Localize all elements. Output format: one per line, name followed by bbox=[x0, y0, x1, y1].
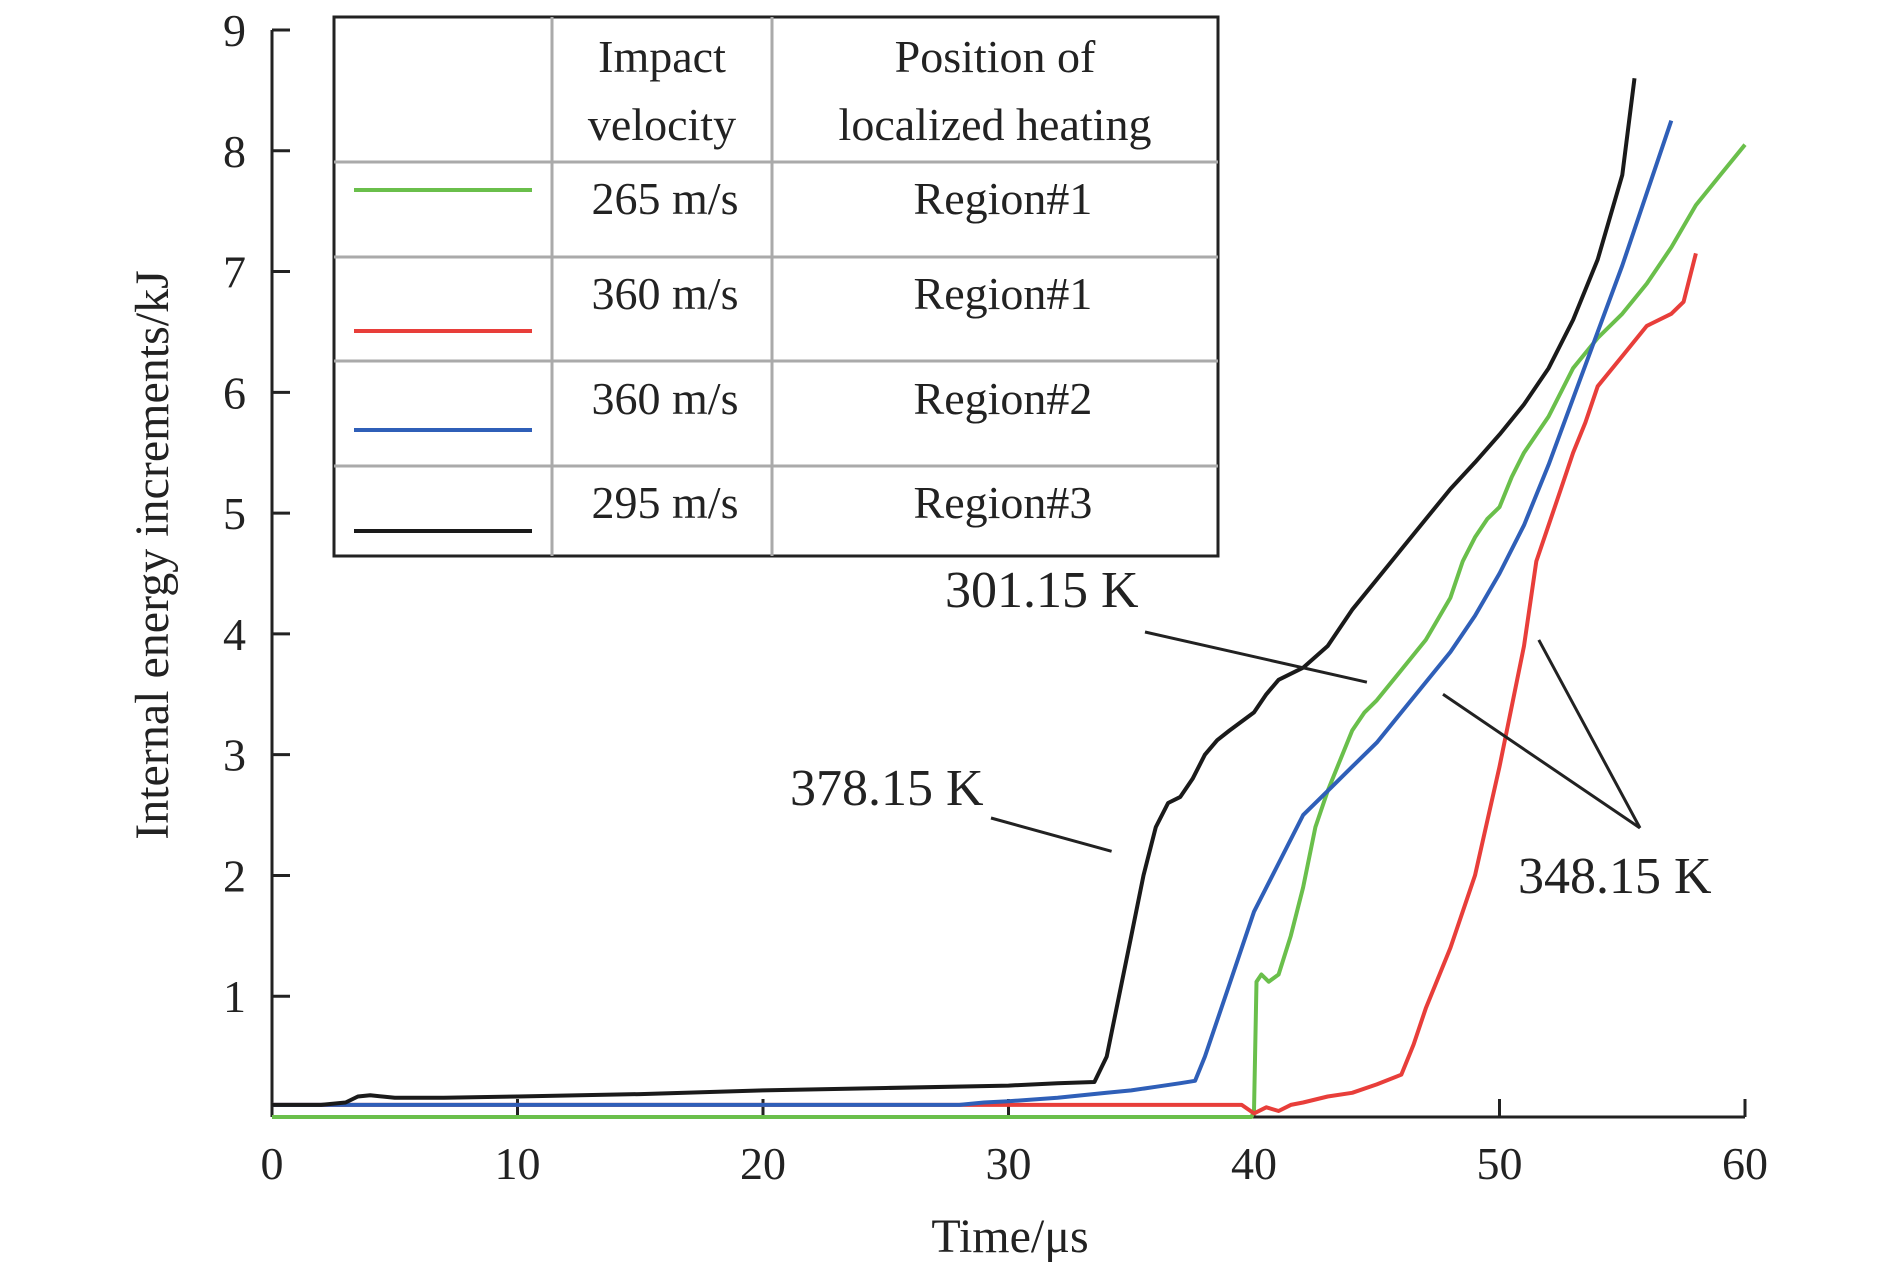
series-line-blue bbox=[272, 119, 1674, 1107]
annotation-label-301: 301.15 K bbox=[945, 562, 1139, 619]
annotation-label-348: 348.15 K bbox=[1518, 848, 1712, 905]
annotation-leader-378 bbox=[990, 816, 1112, 853]
series-line-green bbox=[272, 143, 1747, 1119]
legend-velocity-row2: 360 m/s bbox=[592, 268, 739, 319]
series-line-red bbox=[272, 252, 1698, 1116]
y-tick-label: 5 bbox=[223, 488, 246, 539]
y-tick-label: 3 bbox=[223, 730, 246, 781]
legend-region-row1: Region#1 bbox=[914, 173, 1093, 224]
axes: 0 10 20 30 40 50 60 1 2 3 4 5 6 7 8 9 bbox=[223, 5, 1768, 1189]
x-ticks: 0 10 20 30 40 50 60 bbox=[261, 1099, 1768, 1189]
legend-table: Impact velocity Position of localized he… bbox=[332, 15, 1220, 558]
legend-velocity-row3: 360 m/s bbox=[592, 373, 739, 424]
series-line-black bbox=[272, 78, 1637, 1107]
y-tick-label: 6 bbox=[223, 367, 246, 418]
annotation-leader-348-blue bbox=[1442, 693, 1641, 830]
legend-region-row2: Region#1 bbox=[914, 268, 1093, 319]
y-tick-label: 8 bbox=[223, 126, 246, 177]
legend-region-row3: Region#2 bbox=[914, 373, 1093, 424]
y-tick-label: 1 bbox=[223, 971, 246, 1022]
legend-header-position-line2: localized heating bbox=[839, 99, 1152, 150]
series-lines bbox=[272, 78, 1747, 1119]
x-tick-label: 10 bbox=[495, 1138, 541, 1189]
y-tick-label: 7 bbox=[223, 247, 246, 298]
legend-velocity-row1: 265 m/s bbox=[592, 173, 739, 224]
x-tick-label: 50 bbox=[1477, 1138, 1523, 1189]
y-axis-title: Internal energy increments/kJ bbox=[126, 270, 179, 840]
annotation-label-378: 378.15 K bbox=[790, 760, 984, 817]
legend-header-position-line1: Position of bbox=[895, 31, 1096, 82]
y-tick-label: 4 bbox=[223, 609, 246, 660]
x-tick-label: 30 bbox=[986, 1138, 1032, 1189]
y-ticks: 1 2 3 4 5 6 7 8 9 bbox=[223, 5, 290, 1022]
x-tick-label: 60 bbox=[1722, 1138, 1768, 1189]
annotation-leader-301 bbox=[1144, 630, 1368, 684]
legend-region-row4: Region#3 bbox=[914, 477, 1093, 528]
annotation-leader-348-red bbox=[1537, 639, 1642, 829]
x-axis-title: Time/μs bbox=[931, 1210, 1088, 1263]
y-tick-label: 9 bbox=[223, 5, 246, 56]
legend-header-velocity-line1: Impact bbox=[598, 31, 726, 82]
x-tick-label: 40 bbox=[1231, 1138, 1277, 1189]
legend-header-velocity-line2: velocity bbox=[588, 99, 736, 150]
x-tick-label: 20 bbox=[740, 1138, 786, 1189]
x-tick-label: 0 bbox=[261, 1138, 284, 1189]
annotations: 378.15 K 301.15 K 348.15 K bbox=[790, 562, 1712, 905]
legend-velocity-row4: 295 m/s bbox=[592, 477, 739, 528]
y-tick-label: 2 bbox=[223, 850, 246, 901]
